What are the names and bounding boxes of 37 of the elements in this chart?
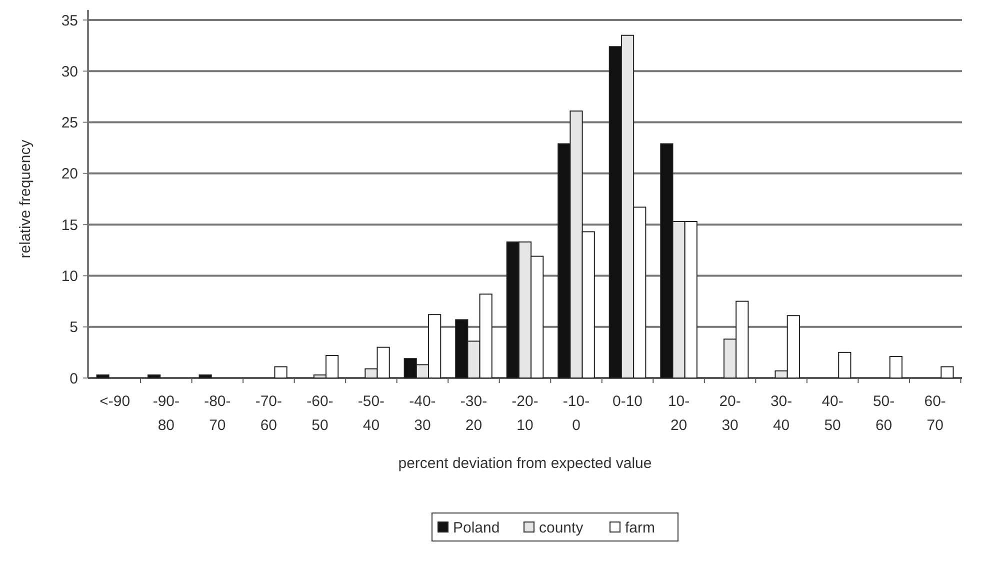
x-tick-label: 50-60 [872, 393, 895, 434]
y-axis-title: relative frequency [17, 139, 34, 258]
x-tick-label: 30-40 [770, 393, 792, 434]
bar [148, 374, 161, 378]
y-tick-label: 30 [61, 63, 78, 80]
x-tick-label: 60-70 [924, 393, 946, 434]
bar [96, 374, 110, 378]
x-tick-label: <-90 [100, 393, 130, 410]
bar [838, 352, 852, 378]
y-tick-label: 20 [61, 166, 78, 183]
x-tick-label: -50-40 [358, 393, 385, 434]
x-tick-label: -40-30 [409, 393, 436, 434]
x-tick-label: -10-0 [562, 393, 590, 434]
x-tick-label: 40-50 [822, 393, 844, 434]
x-tick-label: -90-80 [152, 393, 180, 434]
y-tick-label: 35 [61, 12, 78, 30]
x-axis-title: percent deviation from expected value [398, 455, 652, 472]
y-tick-label: 10 [61, 268, 78, 285]
x-tick-label: -80-70 [204, 393, 231, 434]
x-tick-label: -60-50 [306, 393, 334, 434]
bar [198, 374, 212, 378]
y-tick-label: 0 [70, 370, 78, 388]
x-tick-label: -70-60 [255, 393, 282, 434]
bar [274, 366, 288, 378]
x-tick-label: 10-20 [668, 393, 690, 434]
legend-label: county [539, 519, 584, 536]
y-tick-label: 15 [61, 216, 78, 234]
legend-label: farm [625, 519, 655, 536]
x-tick-label: 0-10 [612, 393, 643, 410]
y-tick-label: 5 [70, 319, 78, 336]
y-tick-label: 25 [61, 114, 78, 132]
x-tick-label: -30-20 [460, 393, 488, 434]
bar [889, 356, 902, 378]
x-tick-label: 20-30 [719, 393, 741, 434]
legend-label: Poland [453, 519, 500, 536]
x-tick-label: -20-10 [512, 393, 538, 434]
bar [940, 366, 954, 378]
